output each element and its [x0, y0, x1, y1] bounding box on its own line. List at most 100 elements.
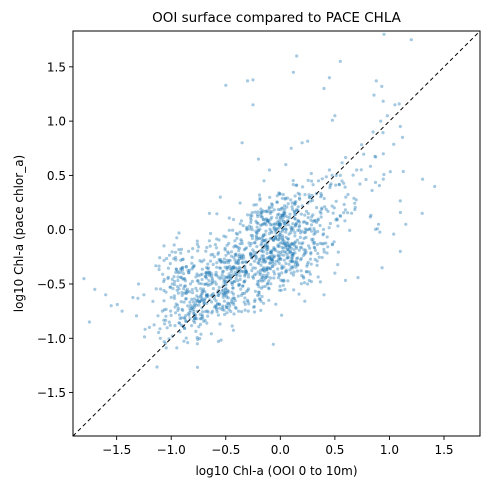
data-point — [250, 236, 254, 240]
data-point — [285, 253, 289, 257]
data-point — [204, 249, 208, 253]
data-point — [223, 290, 227, 294]
data-point — [295, 208, 299, 212]
data-point — [284, 261, 288, 266]
data-point — [266, 219, 270, 223]
data-point — [240, 257, 244, 261]
data-point — [260, 210, 264, 214]
data-point — [232, 302, 236, 306]
data-point — [379, 119, 383, 123]
data-point — [192, 264, 196, 268]
data-point — [190, 255, 194, 259]
data-point — [284, 245, 288, 249]
data-point — [250, 269, 254, 273]
data-point — [327, 226, 331, 230]
data-point — [256, 282, 260, 286]
data-point — [328, 183, 332, 187]
data-point — [330, 242, 334, 246]
data-point — [266, 219, 270, 223]
data-point — [206, 266, 210, 270]
data-point — [184, 289, 188, 293]
data-point — [199, 282, 203, 286]
data-point — [330, 204, 334, 208]
data-point — [246, 287, 251, 291]
data-point — [202, 282, 207, 286]
data-point — [218, 266, 222, 270]
data-point — [231, 286, 235, 290]
data-point — [195, 303, 199, 307]
data-point — [221, 291, 225, 295]
data-point — [277, 212, 281, 216]
data-point — [311, 213, 315, 217]
data-point — [169, 313, 173, 317]
data-point — [241, 260, 245, 264]
data-point — [267, 168, 271, 172]
data-point — [292, 288, 296, 292]
data-point — [320, 193, 324, 197]
data-point — [184, 297, 188, 301]
data-point — [291, 253, 295, 257]
data-point — [299, 256, 303, 261]
data-point — [310, 179, 314, 183]
data-point — [313, 248, 317, 252]
data-point — [353, 205, 357, 209]
data-point — [204, 294, 208, 298]
data-point — [309, 218, 313, 222]
data-point — [193, 316, 197, 320]
data-point — [181, 257, 185, 261]
data-point — [344, 195, 348, 199]
data-point — [279, 213, 283, 217]
data-point — [202, 258, 206, 262]
data-point — [162, 308, 166, 312]
data-point — [231, 301, 235, 305]
data-point — [285, 256, 289, 260]
data-point — [195, 239, 199, 243]
data-point — [259, 277, 263, 281]
data-point — [285, 256, 290, 260]
data-point — [191, 291, 195, 295]
data-point — [290, 242, 294, 246]
data-point — [275, 220, 279, 224]
data-point — [267, 279, 271, 283]
data-point — [252, 203, 256, 207]
data-point — [250, 228, 254, 232]
data-point — [268, 256, 272, 260]
data-point — [319, 211, 323, 215]
data-point — [304, 250, 308, 254]
data-point — [219, 275, 223, 279]
data-point — [284, 227, 288, 232]
data-point — [212, 305, 217, 309]
data-point — [224, 304, 228, 308]
data-point — [294, 245, 298, 249]
data-point — [224, 283, 228, 287]
data-point — [246, 288, 250, 292]
data-point — [226, 290, 230, 294]
data-point — [258, 213, 263, 217]
data-point — [177, 271, 181, 275]
data-point — [291, 183, 295, 187]
data-point — [259, 248, 263, 252]
data-point — [178, 330, 182, 334]
data-point — [264, 259, 268, 264]
data-point — [199, 298, 203, 303]
x-tick-label: −1.0 — [157, 443, 186, 457]
data-point — [290, 260, 294, 264]
data-point — [231, 328, 235, 332]
data-point — [307, 270, 311, 274]
data-point — [272, 276, 276, 280]
data-point — [277, 257, 281, 261]
data-point — [238, 274, 242, 278]
data-point — [215, 302, 220, 306]
data-point — [175, 236, 179, 240]
data-point — [274, 302, 278, 306]
data-point — [180, 266, 185, 270]
data-point — [241, 284, 245, 288]
data-point — [303, 251, 307, 255]
data-point — [288, 268, 292, 272]
data-point — [263, 243, 268, 247]
data-point — [373, 154, 377, 158]
data-point — [278, 284, 282, 288]
data-point — [263, 221, 267, 225]
data-point — [268, 255, 272, 259]
data-point — [216, 293, 220, 297]
